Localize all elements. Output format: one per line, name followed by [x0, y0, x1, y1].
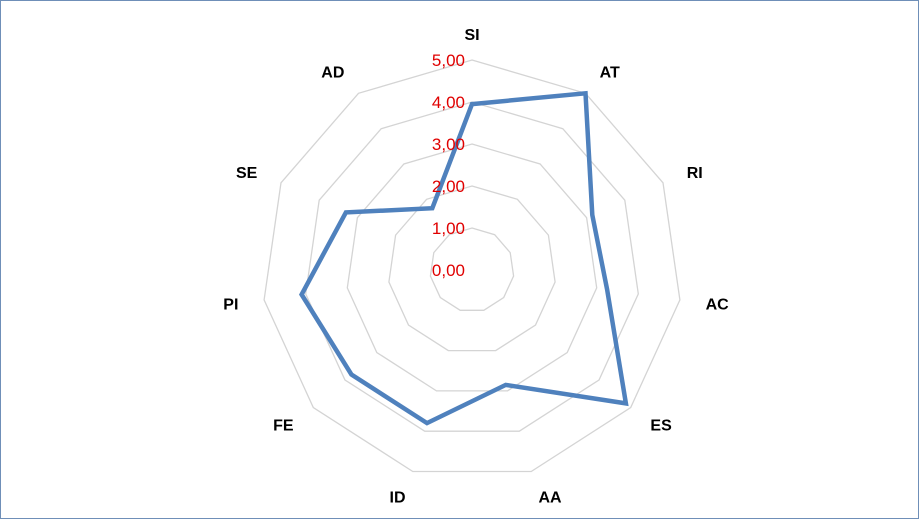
- tick-label: 2,00: [432, 177, 465, 196]
- series-layer: [298, 90, 629, 426]
- grid-ring-3: [346, 143, 598, 392]
- axis-label-se: SE: [236, 165, 258, 182]
- axis-label-ad: AD: [321, 65, 344, 82]
- axis-label-es: ES: [650, 418, 672, 435]
- grid-ring-4: [305, 101, 639, 432]
- axis-label-ri: RI: [687, 165, 703, 182]
- axis-label-layer: SI AT RI AC ES AA ID FE PI SE AD: [223, 27, 729, 506]
- axis-label-aa: AA: [539, 489, 563, 506]
- series-line-1: [298, 90, 629, 426]
- axis-label-id: ID: [390, 489, 406, 506]
- axis-label-at: AT: [600, 65, 620, 82]
- grid-ring-2: [388, 185, 556, 352]
- grid-layer: [263, 59, 681, 473]
- tick-label: 1,00: [432, 219, 465, 238]
- axis-label-si: SI: [464, 27, 479, 44]
- grid-ring-1: [429, 227, 515, 311]
- tick-label-layer: 0,00 1,00 2,00 3,00 4,00 5,00: [432, 51, 465, 280]
- grid-ring-5: [263, 59, 681, 473]
- tick-label: 0,00: [432, 261, 465, 280]
- axis-label-fe: FE: [273, 418, 294, 435]
- axis-label-ac: AC: [706, 297, 730, 314]
- tick-label: 3,00: [432, 135, 465, 154]
- tick-label: 5,00: [432, 51, 465, 70]
- axis-label-pi: PI: [223, 297, 238, 314]
- tick-label: 4,00: [432, 93, 465, 112]
